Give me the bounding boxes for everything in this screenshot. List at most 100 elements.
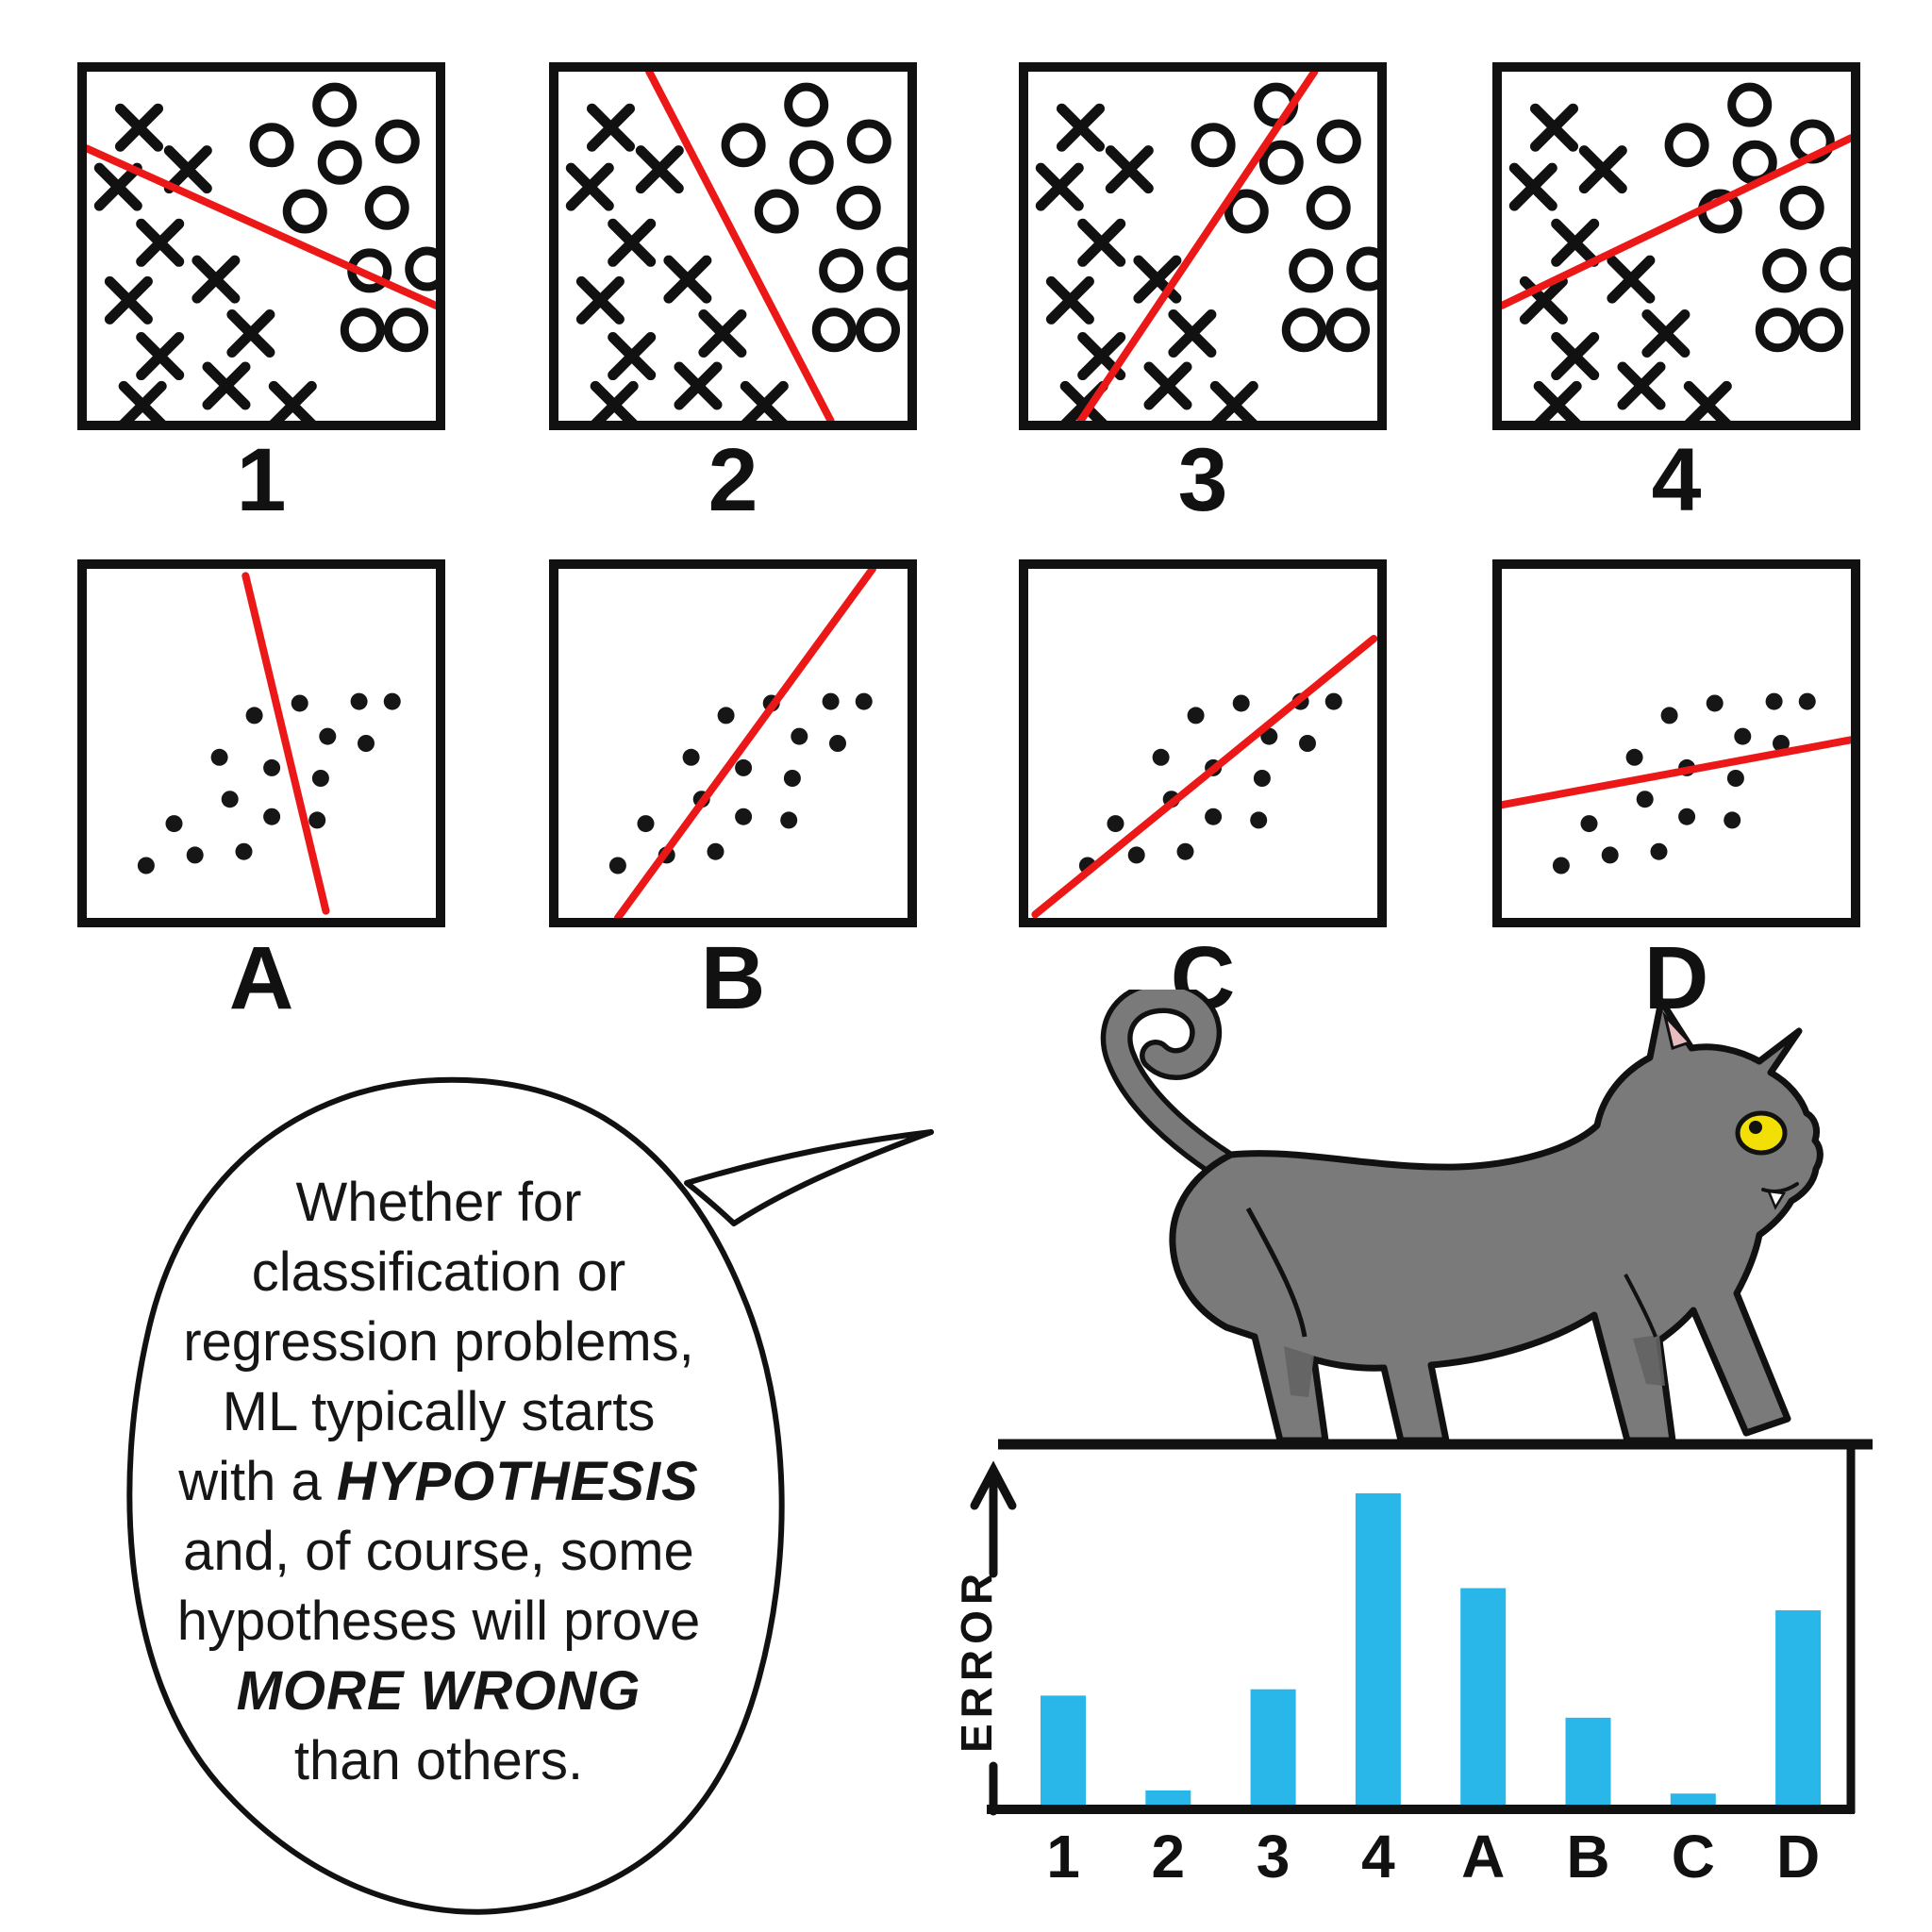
data-dot [1152,748,1170,766]
hypothesis-line [1076,72,1319,421]
data-dot [235,842,253,860]
x-mark [192,255,241,304]
o-mark [836,185,881,230]
speech-bubble-outline [126,1076,785,1915]
hypothesis-line [1031,635,1377,918]
data-dot [1205,808,1223,825]
x-mark [1508,162,1557,211]
data-dot [1176,842,1194,860]
o-mark [364,185,409,230]
o-mark [1316,119,1361,164]
x-mark [1530,103,1578,152]
o-mark [1664,123,1709,168]
speech-bubble-tail [684,1129,934,1226]
speech-text: ML typically starts [222,1381,656,1442]
error-bar-label-A: A [1461,1823,1505,1890]
cat-eye [1735,1110,1788,1156]
regression-panel-A [77,559,445,927]
data-dot [637,815,655,833]
cat-tail [1100,990,1253,1190]
o-mark [1258,140,1304,185]
data-dot [263,808,281,825]
o-mark [1325,308,1371,353]
hypothesis-line [1502,736,1851,809]
data-dot [1660,707,1678,724]
speech-line-9: than others. [137,1726,741,1796]
data-dot [1232,694,1250,712]
error-bar-A [1460,1588,1507,1809]
o-mark [754,189,799,234]
x-mark [226,309,275,358]
x-mark [1578,145,1627,194]
speech-emphasis: MORE WRONG [236,1660,641,1722]
hypothesis-line [87,144,436,309]
hypothesis-line [645,72,835,421]
speech-line-6: and, of course, some [137,1517,741,1587]
data-dot [165,815,183,833]
x-mark [136,332,185,381]
cat-ear-inner [1662,1010,1692,1050]
error-bar-2 [1145,1790,1191,1809]
data-dot [783,770,801,787]
o-mark [375,119,420,164]
speech-emphasis: HYPOTHESIS [336,1451,699,1512]
x-mark [1607,255,1656,304]
data-dot [1324,692,1342,710]
data-dot [1678,808,1696,825]
x-mark [1683,380,1732,421]
data-dot [1724,811,1741,829]
speech-text: and, of course, some [183,1521,694,1582]
data-dot [1250,811,1268,829]
classification-panel-4 [1492,62,1860,430]
data-dot [1299,735,1316,752]
x-mark [565,162,614,211]
data-dot [1253,770,1271,787]
x-mark [1168,309,1217,358]
x-mark [1105,145,1154,194]
data-dot [350,692,368,710]
error-bar-B [1565,1717,1611,1809]
o-mark [846,119,891,164]
o-mark [282,189,327,234]
regression-panel-label-B: B [700,928,766,1028]
o-mark [1306,185,1351,230]
data-dot [791,727,808,745]
o-mark [856,308,901,353]
speech-line-1: Whether for [137,1168,741,1238]
data-dot [855,692,873,710]
o-mark [317,140,362,185]
o-mark [340,308,385,353]
error-bar-1 [1041,1695,1086,1809]
data-dot [1552,857,1570,874]
data-dot [358,735,375,752]
regression-panel-label-A: A [228,928,294,1028]
classification-panel-label-3: 3 [1177,430,1228,530]
data-dot [319,727,337,745]
y-axis-title: ERROR [952,1567,1001,1753]
error-bar-label-C: C [1672,1823,1715,1890]
x-mark [608,218,657,267]
error-bar-label-2: 2 [1152,1823,1186,1890]
data-dot [707,842,724,860]
data-dot [1187,707,1205,724]
cat-mouth [1761,1182,1799,1193]
classification-panel-label-2: 2 [708,430,758,530]
x-mark [1045,275,1094,325]
x-mark [1143,361,1192,410]
data-dot [308,811,326,829]
o-mark [1191,123,1236,168]
classification-panel-3 [1019,62,1387,430]
x-mark [663,255,712,304]
cat-thigh-line [1245,1207,1307,1338]
data-dot [1580,815,1598,833]
speech-bubble [126,1076,934,1915]
x-mark [587,103,635,152]
data-dot [822,692,840,710]
x-mark [202,361,251,410]
x-mark [136,218,185,267]
regression-panel-label-D: D [1643,928,1709,1028]
x-mark [1035,162,1084,211]
error-bar-D [1775,1609,1822,1809]
data-dot [245,707,263,724]
